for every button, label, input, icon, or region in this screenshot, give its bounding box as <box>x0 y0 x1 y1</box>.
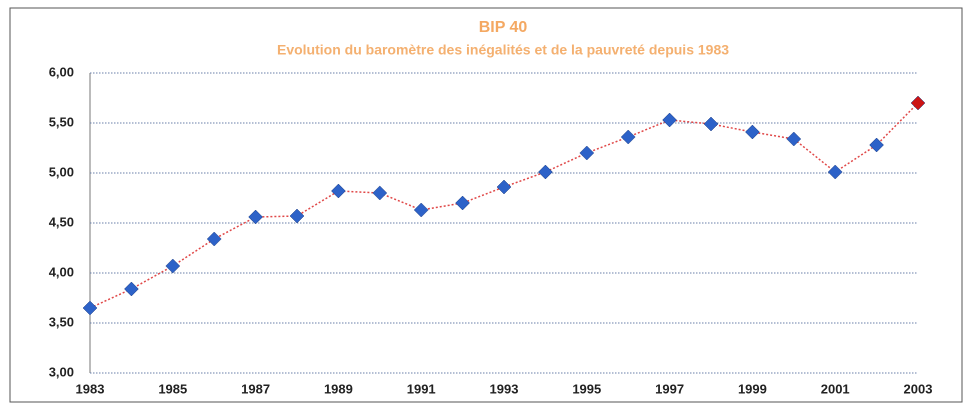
chart-subtitle: Evolution du baromètre des inégalités et… <box>277 42 729 58</box>
data-point <box>372 185 388 201</box>
data-point <box>455 195 470 211</box>
x-tick-label: 1983 <box>76 381 105 396</box>
data-point <box>662 112 677 128</box>
x-tick-label: 1999 <box>738 381 767 396</box>
y-tick-label: 5,00 <box>49 164 74 179</box>
y-tick-label: 4,50 <box>49 214 74 229</box>
x-tick-label: 1989 <box>324 381 353 396</box>
y-tick-label: 6,00 <box>49 64 74 79</box>
data-point <box>869 137 884 153</box>
data-point <box>331 183 346 199</box>
x-tick-label: 2001 <box>821 381 850 396</box>
x-tick-label: 1987 <box>241 381 270 396</box>
data-point <box>413 202 429 218</box>
data-point <box>248 209 263 225</box>
data-point <box>910 95 926 111</box>
x-tick-label: 1991 <box>407 381 436 396</box>
x-tick-label: 1985 <box>158 381 187 396</box>
y-tick-label: 3,00 <box>49 364 74 379</box>
x-tick-label: 1997 <box>655 381 684 396</box>
data-point <box>703 116 719 132</box>
data-line <box>89 102 919 309</box>
data-point <box>206 231 222 247</box>
data-point <box>786 131 802 147</box>
data-point <box>827 164 843 180</box>
data-point <box>579 145 595 161</box>
y-tick-label: 5,50 <box>49 114 74 129</box>
data-point <box>496 179 512 195</box>
chart-title: BIP 40 <box>479 19 528 36</box>
data-point <box>538 164 553 180</box>
chart-frame <box>9 7 963 403</box>
data-point <box>82 300 98 316</box>
data-point <box>620 129 636 145</box>
y-tick-label: 4,00 <box>49 264 74 279</box>
x-tick-label: 1993 <box>490 381 519 396</box>
data-point <box>165 258 181 274</box>
x-tick-label: 1995 <box>572 381 601 396</box>
data-point <box>124 281 139 297</box>
data-point <box>745 124 760 140</box>
data-point <box>289 208 305 224</box>
x-tick-label: 2003 <box>904 381 933 396</box>
y-tick-label: 3,50 <box>49 314 74 329</box>
